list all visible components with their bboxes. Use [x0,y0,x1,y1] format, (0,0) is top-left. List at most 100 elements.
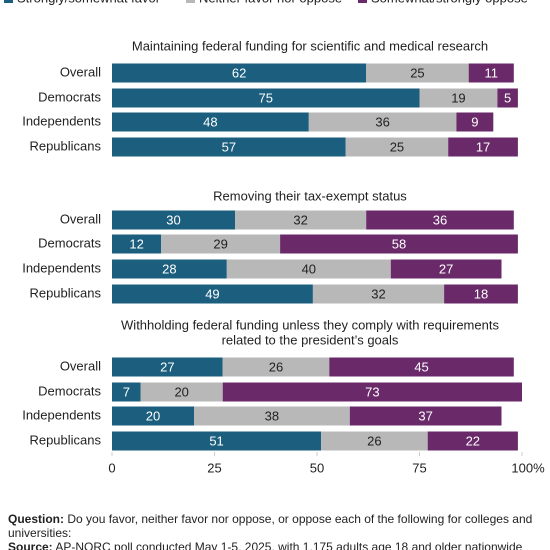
value-label: 27 [439,261,453,276]
value-label: 36 [375,114,389,129]
category-label: Independents [22,407,101,422]
legend-label: Somewhat/strongly oppose [371,0,528,5]
bar-segment [222,357,330,377]
value-label: 20 [174,384,188,399]
bar-segment [112,234,162,254]
category-label: Republicans [29,138,101,153]
value-label: 25 [410,65,424,80]
category-label: Independents [22,260,101,275]
bar-segment [497,88,518,108]
bar-segment [222,382,522,402]
question: Question: Do you favor, neither favor no… [8,512,538,540]
bar-segment [390,259,502,279]
legend-swatch [186,0,195,3]
value-label: 9 [471,114,478,129]
value-label: 57 [222,139,236,154]
bar-segment [112,259,227,279]
bar-segment [468,63,514,83]
bar-segment [112,137,346,157]
bar-segment [112,63,367,83]
bar-segment [349,406,502,426]
source-label: Source: [8,540,53,550]
legend-label: Neither favor nor oppose [199,0,342,5]
bar-segment [112,210,235,230]
bar-segment [112,406,194,426]
value-label: 17 [476,139,490,154]
bar-segment [112,88,420,108]
bar-segment [112,112,309,132]
value-label: 27 [160,359,174,374]
value-label: 75 [259,90,273,105]
value-label: 22 [466,433,480,448]
category-label: Republicans [29,285,101,300]
category-label: Democrats [38,89,101,104]
value-label: 12 [129,236,143,251]
category-label: Overall [60,211,101,226]
bar-segment [419,88,498,108]
legend-label: Strongly/somewhat favor [17,0,161,5]
value-label: 45 [414,359,428,374]
source-text: AP-NORC poll conducted May 1-5, 2025, wi… [55,540,523,550]
bar-segment [312,284,445,304]
bar-segment [226,259,391,279]
value-label: 32 [371,286,385,301]
value-label: 62 [232,65,246,80]
value-label: 18 [474,286,488,301]
bar-segment [161,234,281,254]
value-label: 37 [418,408,432,423]
value-label: 36 [433,212,447,227]
value-label: 48 [203,114,217,129]
value-label: 58 [392,236,406,251]
value-label: 73 [365,384,379,399]
value-label: 40 [302,261,316,276]
bar-segment [235,210,367,230]
source: Source: AP-NORC poll conducted May 1-5, … [8,540,538,550]
bar-segment [444,284,518,304]
panel-title: related to the president’s goals [222,332,399,347]
value-label: 26 [367,433,381,448]
bar-segment [112,357,223,377]
bar-segment [448,137,518,157]
category-label: Republicans [29,432,101,447]
footnote: Question: Do you favor, neither favor no… [8,512,538,550]
value-label: 19 [451,90,465,105]
category-label: Overall [60,64,101,79]
bar-segment [112,431,322,451]
bar-segment [427,431,518,451]
bar-segment [456,112,494,132]
x-tick-label: 25 [207,460,221,475]
value-label: 30 [166,212,180,227]
question-text: Do you favor, neither favor nor oppose, … [8,512,533,540]
value-label: 5 [504,90,511,105]
question-label: Question: [8,512,64,526]
panel-title: Withholding federal funding unless they … [121,317,499,332]
value-label: 29 [213,236,227,251]
bar-segment [345,137,449,157]
category-label: Overall [60,358,101,373]
value-label: 38 [265,408,279,423]
panel-title: Maintaining federal funding for scientif… [132,38,488,53]
x-tick-label: 75 [412,460,426,475]
bar-segment [366,63,469,83]
x-tick-label: 50 [310,460,324,475]
category-label: Independents [22,113,101,128]
value-label: 28 [162,261,176,276]
bar-segment [112,284,313,304]
panel-title: Removing their tax-exempt status [213,188,407,203]
value-label: 51 [209,433,223,448]
bar-segment [112,382,141,402]
value-label: 11 [485,65,499,80]
legend-swatch [4,0,13,3]
value-label: 26 [269,359,283,374]
bar-segment [194,406,350,426]
bar-segment [308,112,457,132]
value-label: 32 [293,212,307,227]
bar-segment [321,431,428,451]
bar-segment [280,234,518,254]
value-label: 49 [205,286,219,301]
category-label: Democrats [38,235,101,250]
chart: Strongly/somewhat favor Neither favor nor… [4,0,545,475]
category-label: Democrats [38,383,101,398]
bar-segment [329,357,514,377]
